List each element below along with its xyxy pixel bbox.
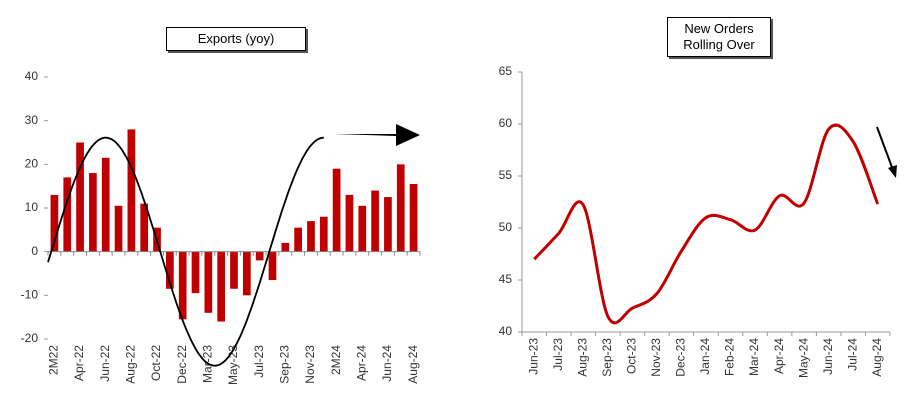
bar [307,221,315,252]
bar [217,251,226,322]
bar [281,242,290,252]
bar [204,251,213,313]
y-tick-label: 10 [25,200,39,214]
x-tick-label: Jul-23 [551,338,565,371]
chart-title: New Orders Rolling Over [667,17,771,57]
bar [101,157,110,252]
cycle-curve [47,136,324,367]
x-tick-label: Jan-24 [698,338,712,375]
x-tick-label: Nov-23 [649,338,663,377]
y-tick-label: 40 [499,324,513,338]
x-tick-label: Aug-22 [124,345,138,384]
x-tick-label: Oct-22 [149,345,163,381]
bar [166,251,174,289]
bar [345,194,354,252]
bar [242,251,251,296]
x-tick-label: May-24 [796,338,810,378]
bar [268,251,277,281]
arrow [334,124,420,146]
bar [191,251,200,294]
y-tick-label: 40 [25,69,39,83]
arrow-head [888,165,897,178]
x-tick-label: Apr-24 [354,345,368,381]
bar [76,142,84,252]
bar [63,177,72,252]
x-tick-label: Dec-23 [674,338,688,377]
x-tick-label: Jul-23 [252,345,266,378]
bar [230,251,238,289]
y-tick-label: 50 [499,220,513,234]
bar [409,183,418,252]
line [533,123,880,325]
x-tick-label: Apr-22 [72,345,86,381]
x-tick-label: Aug-24 [870,338,884,377]
x-tick-label: Sep-23 [277,345,291,384]
bar [114,205,123,252]
chart-title: Exports (yoy) [166,27,306,51]
x-tick-label: Oct-23 [625,338,639,374]
bar [294,227,302,252]
x-tick-label: Aug-23 [576,338,590,377]
bar [178,251,187,320]
x-tick-label: Jul-24 [845,338,859,371]
bar [332,168,341,252]
y-tick-label: 55 [499,168,513,182]
x-tick-label: Mar-24 [747,338,761,376]
x-tick-label: 2M24 [329,345,343,375]
x-tick-label: Apr-24 [772,338,786,374]
x-tick-label: Nov-23 [303,345,317,384]
bar [255,251,264,261]
bar [50,194,59,252]
bar [371,190,379,252]
y-tick-label: -20 [21,331,39,345]
x-tick-label: Jun-24 [821,338,835,375]
y-tick-label: 20 [25,157,39,171]
y-tick-label: 65 [499,64,513,78]
x-tick-label: Aug-24 [406,345,420,384]
bar [319,216,328,252]
y-tick-label: 45 [499,272,513,286]
x-tick-label: 2M22 [47,345,61,375]
bar [384,197,392,252]
bar [89,173,97,252]
y-tick-label: 0 [31,244,38,258]
x-tick-label: Jun-23 [526,338,540,375]
x-tick-label: Jun-22 [98,345,112,382]
y-tick-label: 30 [25,113,39,127]
arrow [876,126,894,171]
bar [127,129,136,252]
x-tick-label: Dec-22 [175,345,189,384]
bar [396,164,405,252]
bar [140,203,149,252]
x-tick-label: Jun-24 [380,345,394,382]
bar [358,205,367,252]
y-tick-label: -10 [21,288,39,302]
y-tick-label: 60 [499,116,513,130]
x-tick-label: Sep-23 [600,338,614,377]
x-tick-label: Feb-24 [723,338,737,376]
